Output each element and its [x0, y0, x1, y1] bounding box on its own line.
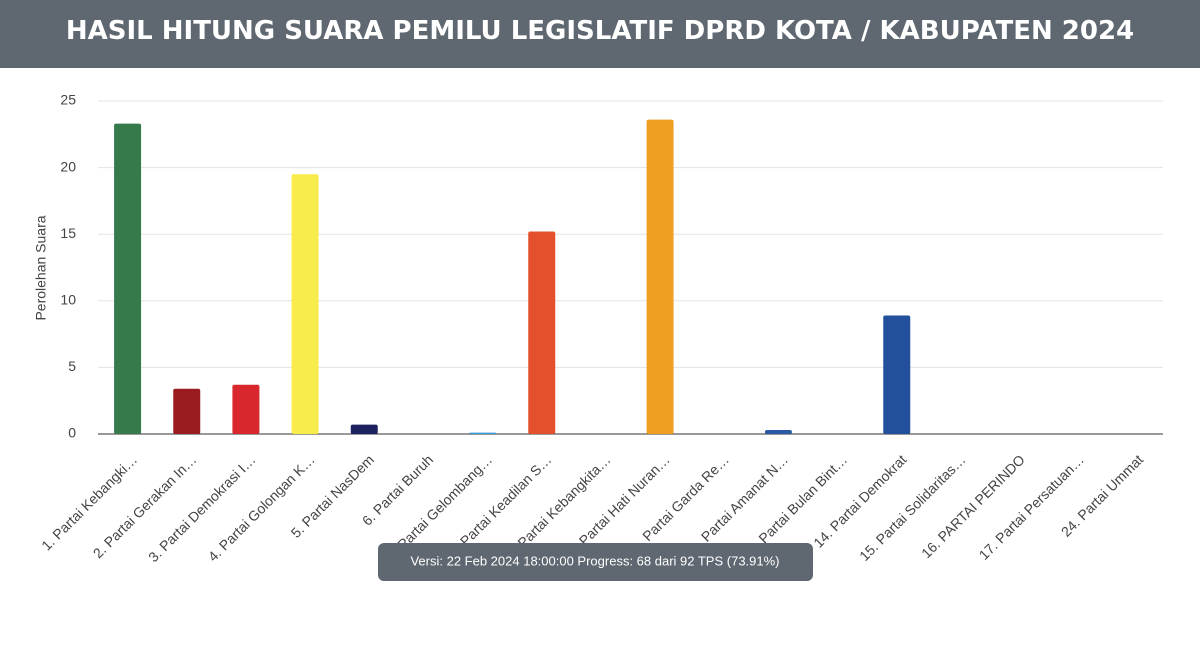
bar	[291, 174, 319, 434]
bar	[232, 384, 260, 434]
x-tick-label: 16. PARTAI PERINDO	[918, 451, 1028, 561]
y-tick-label: 20	[60, 158, 76, 174]
y-tick-label: 5	[68, 358, 76, 374]
chart: Perolehan Suara 0 5 10 15 20 25 1. Partai Keba…	[33, 92, 1163, 581]
x-tick-label: 15. Partai Solidaritas…	[856, 451, 969, 564]
x-tick-label: 1. Partai Kebangki…	[38, 451, 140, 553]
bar	[173, 388, 201, 434]
x-tick-label: 17. Partai Persatuan…	[976, 451, 1087, 562]
y-tick-label: 0	[68, 425, 76, 441]
y-tick-label: 10	[60, 292, 76, 308]
bar	[469, 432, 497, 434]
tooltip-text: Versi: 22 Feb 2024 18:00:00 Progress: 68…	[410, 553, 779, 568]
bar	[646, 119, 674, 434]
x-tick-label: 3. Partai Demokrasi I…	[145, 451, 259, 565]
x-tick-label: 2. Partai Gerakan In…	[90, 451, 200, 561]
tooltip-box	[378, 543, 813, 581]
bar	[764, 430, 792, 434]
bar	[528, 231, 556, 434]
page-title: HASIL HITUNG SUARA PEMILU LEGISLATIF DPR…	[0, 0, 1200, 68]
x-tick-label: 4. Partai Golongan K…	[205, 451, 318, 564]
y-axis-title: Perolehan Suara	[33, 215, 49, 320]
bar	[350, 424, 378, 434]
y-tick-label: 15	[60, 225, 76, 241]
y-tick-label: 25	[60, 92, 76, 108]
bar	[114, 123, 142, 435]
bar	[883, 315, 911, 434]
